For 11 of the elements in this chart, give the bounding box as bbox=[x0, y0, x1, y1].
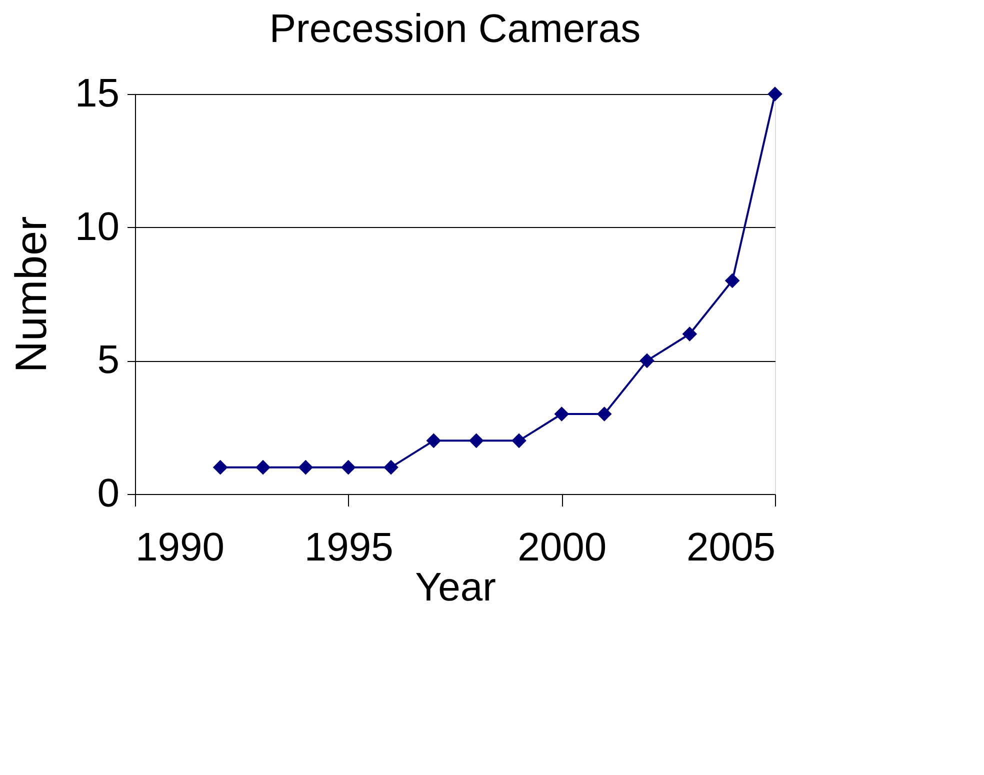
y-tick-label: 10 bbox=[75, 204, 120, 249]
y-tick-label: 5 bbox=[97, 338, 120, 382]
x-tick-label: 2000 bbox=[518, 526, 607, 570]
y-tick-label: 15 bbox=[75, 72, 120, 116]
x-tick-label: 2005 bbox=[686, 526, 776, 570]
x-tick-label: 1990 bbox=[136, 526, 224, 570]
y-tick-label: 0 bbox=[97, 472, 120, 516]
x-tick-label: 1995 bbox=[304, 526, 394, 570]
x-axis-title: Year bbox=[415, 566, 496, 610]
y-axis-title: Number bbox=[7, 216, 56, 373]
chart-title: Precession Cameras bbox=[269, 7, 641, 51]
